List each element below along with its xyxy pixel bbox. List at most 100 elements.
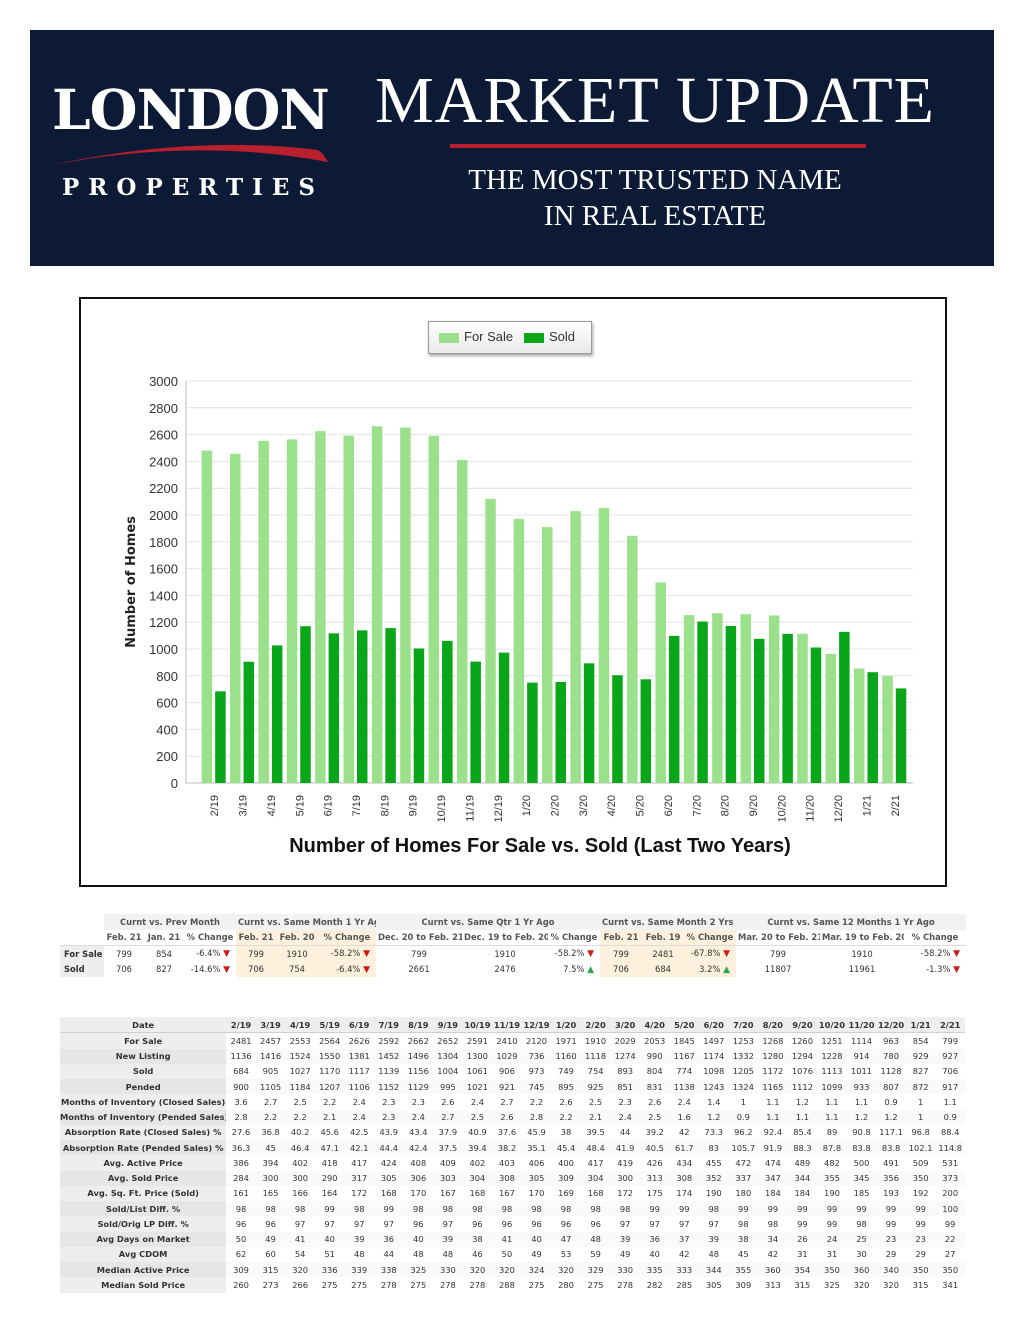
table-cell: 1381 [344,1048,374,1064]
logo-swoosh-icon [38,144,328,168]
table-cell: 73.3 [704,1127,724,1138]
subheader: % Change [548,929,600,946]
table-cell: 320 [492,1262,522,1278]
pct-change-cell: -6.4% ▼ [184,946,236,962]
table-cell: 706 [942,1066,959,1077]
monthly-stats-table: Date 2/19 3/19 4/19 5/19 6/19 7/19 8/19 9/19 10/1… [60,1017,965,1293]
table-cell: 278 [617,1279,634,1290]
legend-swatch-sold [524,333,544,343]
table-cell: 26 [787,1231,818,1247]
table-cell: 315 [794,1279,811,1290]
table-cell: 417 [587,1157,604,1168]
pct-value: -1.3% [926,963,951,974]
table-cell: 320 [551,1262,581,1278]
table-row: Sold/Orig LP Diff. % 96 96 97 97 97 97 96 97 96 96… [60,1216,965,1232]
table-cell: 53 [560,1249,572,1260]
table-cell: 98 [610,1201,640,1217]
table-cell: 1.1 [787,1109,818,1125]
table-cell: 97 [678,1218,690,1229]
table-cell: 37.6 [497,1127,517,1138]
bar-for-sale [400,427,411,783]
table-cell: 89 [826,1127,838,1138]
bar-for-sale [655,582,666,783]
table-cell: 1118 [580,1048,611,1064]
bar-sold [725,625,737,783]
y-tick-label: 1400 [149,588,178,603]
month-column-header: 4/20 [639,1017,670,1034]
table-cell: 172 [351,1188,368,1199]
table-cell: 48 [413,1249,424,1260]
subheader: Mar. 20 to Feb. 21 [736,929,821,946]
table-cell: 59 [590,1249,601,1260]
bar-for-sale [712,613,723,783]
table-cell: 83.8 [876,1140,906,1156]
table-cell: 40.5 [639,1140,670,1156]
table-cell: 1260 [791,1035,813,1046]
table-cell: 24 [817,1231,847,1247]
table-cell: 1243 [699,1079,729,1095]
table-cell: 98 [433,1201,463,1217]
table-cell: 31 [826,1249,838,1260]
table-cell: 2591 [466,1035,488,1046]
table-cell: 872 [905,1079,936,1095]
x-tick-label: 10/19 [436,795,448,823]
table-cell: 1845 [673,1035,695,1046]
table-cell: 2481 [642,945,684,962]
table-cell: 168 [587,1188,604,1199]
table-cell: 1021 [462,1079,493,1095]
table-cell: 373 [935,1170,965,1186]
down-arrow-icon: ▼ [223,964,230,975]
month-column-header: 11/20 [846,1017,877,1034]
table-cell: 38.2 [492,1140,522,1156]
bar-sold [243,661,255,783]
table-cell: 424 [380,1157,397,1168]
table-cell: 49 [619,1249,631,1260]
table-cell: 2481 [230,1035,252,1046]
table-cell: 350 [935,1262,965,1278]
table-cell: 42.5 [349,1127,369,1138]
month-column-header: 11/19 [492,1017,522,1034]
down-arrow-icon: ▼ [587,949,594,960]
month-column-header: 1/20 [551,1017,581,1034]
bar-for-sale [825,653,837,783]
x-tick-label: 2/21 [890,795,902,816]
table-cell: 2.7 [500,1096,514,1107]
bar-for-sale [570,511,581,783]
table-cell: 39.5 [586,1127,605,1138]
month-column-header: 7/19 [374,1017,404,1034]
table-cell: 96 [235,1218,247,1229]
table-cell: 2.5 [462,1109,493,1125]
bar-for-sale [428,435,440,783]
table-cell: 1112 [787,1079,818,1095]
table-cell: 2120 [525,1035,548,1046]
pct-change-cell: -6.4% ▼ [318,961,376,977]
chart-panel: 0 200 400 600 800 1000 1200 1400 1600 1800 2000 220… [79,297,947,887]
row-label: Median Sold Price [60,1277,227,1293]
table-cell: 167 [439,1188,456,1199]
table-cell: 47 [551,1231,581,1247]
table-cell: 36 [639,1231,670,1247]
table-cell: 1165 [758,1079,788,1095]
subheader: Jan. 21 [144,929,184,946]
table-cell: 40 [521,1231,552,1247]
table-cell: 48 [708,1249,720,1260]
pct-change-cell: -58.2% ▼ [318,945,376,962]
table-cell: 1011 [850,1066,873,1077]
x-tick-label: 11/19 [464,795,476,822]
pct-change-cell: -1.3% ▼ [904,962,966,978]
table-cell: 308 [669,1170,700,1186]
bar-sold [612,675,623,783]
bar-sold [810,647,822,783]
x-tick-label: 5/20 [635,795,647,816]
table-cell: 1105 [255,1079,286,1095]
table-cell: 98 [285,1201,315,1217]
bar-for-sale [740,614,752,783]
x-tick-label: 8/19 [379,795,391,816]
bar-sold [697,621,708,783]
table-cell: 347 [758,1170,788,1186]
table-cell: 736 [521,1048,552,1064]
table-cell: 344 [699,1262,729,1278]
table-cell: 921 [492,1079,522,1095]
bar-for-sale [286,439,298,783]
table-cell: 925 [580,1079,611,1095]
